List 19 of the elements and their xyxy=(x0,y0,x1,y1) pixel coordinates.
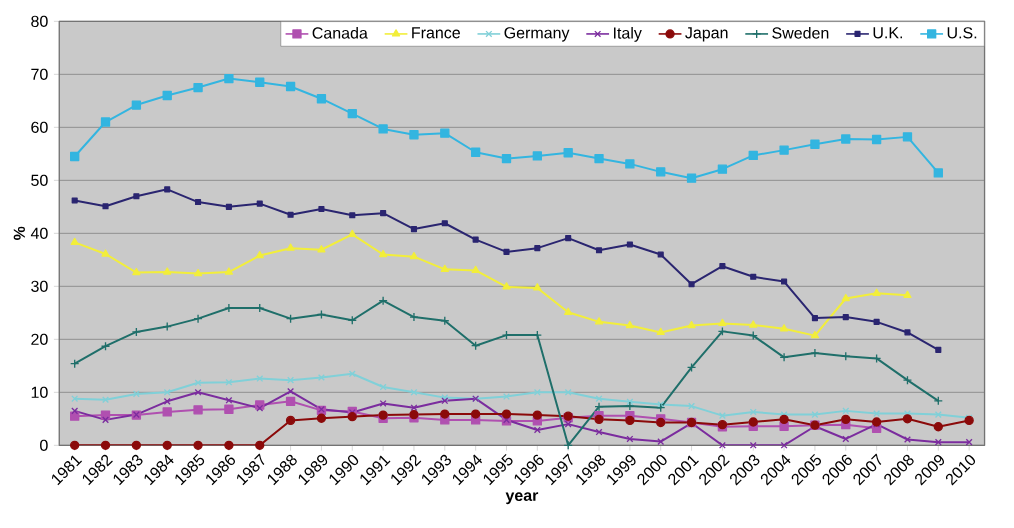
legend-label: U.S. xyxy=(947,27,977,39)
legend-label: U.K. xyxy=(873,27,903,39)
legend-label: Japan xyxy=(685,27,728,42)
y-tick-label: 0 xyxy=(40,439,48,451)
y-tick-label: 60 xyxy=(31,121,48,133)
y-tick-label: 40 xyxy=(30,227,48,239)
y-tick-label: 80 xyxy=(31,15,48,27)
y-axis-title: % xyxy=(13,226,25,241)
legend-label: France xyxy=(412,27,460,39)
y-tick-label: 70 xyxy=(31,68,48,80)
y-tick-label: 30 xyxy=(31,280,48,292)
x-axis-title: year xyxy=(505,492,539,505)
y-tick-label: 10 xyxy=(31,386,48,398)
y-tick-label: 20 xyxy=(31,333,48,345)
legend-label: Germany xyxy=(504,27,570,42)
legend-label: Canada xyxy=(312,26,368,39)
y-tick-label: 50 xyxy=(31,174,48,186)
legend-label: Sweden xyxy=(772,26,829,39)
legend-label: Italy xyxy=(614,26,642,42)
